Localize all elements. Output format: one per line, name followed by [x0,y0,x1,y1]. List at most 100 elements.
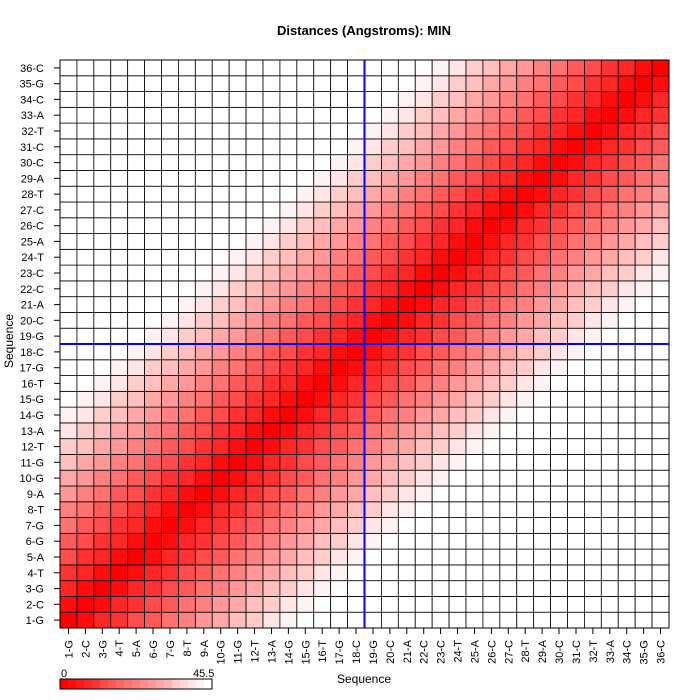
heatmap-cell [381,532,399,550]
heatmap-cell [584,517,602,534]
heatmap-cell [482,422,501,440]
heatmap-cell [245,248,264,266]
heatmap-cell [194,264,213,282]
heatmap-cell [431,138,450,156]
heatmap-cell [279,296,298,313]
heatmap-cell [651,422,670,440]
heatmap-cell [59,217,78,234]
heatmap-cell [381,469,399,487]
heatmap-cell [533,248,551,266]
heatmap-cell [465,91,484,108]
heatmap-cell [127,217,145,234]
heatmap-cell [651,359,670,376]
heatmap-cell [161,422,179,440]
heatmap-cell [211,185,230,203]
x-tick-label: 34-C [622,640,634,664]
heatmap-cell [194,564,213,582]
heatmap-cell [617,59,636,77]
heatmap-cell [347,106,365,124]
heatmap-cell [194,75,213,92]
heatmap-cell [110,564,129,582]
heatmap-cell [93,233,112,250]
y-tick-label: 2-C [26,599,44,611]
heatmap-cell [584,280,602,298]
heatmap-cell [431,517,450,534]
heatmap-cell [313,233,332,250]
heatmap-cell [144,469,162,487]
heatmap-cell [567,422,585,440]
heatmap-cell [59,580,78,597]
heatmap-cell [127,248,145,266]
heatmap-cell [330,327,348,345]
heatmap-cell [93,138,112,156]
heatmap-cell [194,390,213,408]
heatmap-cell [313,75,332,92]
heatmap-cell [465,201,484,219]
heatmap-cell [364,359,382,376]
heatmap-cell [194,296,213,313]
heatmap-cell [110,343,129,361]
heatmap-cell [76,75,95,92]
heatmap-cell [516,296,535,313]
heatmap-cell [364,343,382,361]
heatmap-cell [76,217,95,234]
heatmap-cell [533,122,551,140]
heatmap-cell [397,596,416,613]
heatmap-cell [347,438,365,455]
heatmap-cell [228,264,247,282]
heatmap-cell [110,248,129,266]
x-tick-label: 26-C [486,640,498,664]
heatmap-cell [482,217,501,234]
heatmap-cell [414,296,433,313]
heatmap-cell [211,375,230,392]
heatmap-cell [228,154,247,171]
heatmap-cell [634,596,653,613]
heatmap-cell [144,248,162,266]
colorbar-max-label: 45.5 [193,668,214,680]
y-tick-label: 30-C [20,158,44,170]
y-tick-label: 26-C [20,221,44,233]
heatmap-cell [617,375,636,392]
heatmap-cell [313,154,332,171]
heatmap-cell [211,548,230,566]
heatmap-cell [178,217,196,234]
heatmap-cell [194,327,213,345]
heatmap-cell [347,406,365,424]
heatmap-cell [313,438,332,455]
heatmap-cell [397,454,416,471]
heatmap-cell [364,138,382,156]
heatmap-cell [364,122,382,140]
heatmap-cell [397,406,416,424]
heatmap-cell [397,375,416,392]
heatmap-cell [584,106,602,124]
heatmap-cell [600,233,619,250]
heatmap-cell [634,154,653,171]
heatmap-cell [651,548,670,566]
heatmap-cell [634,517,653,534]
heatmap-cell [651,517,670,534]
heatmap-cell [567,296,585,313]
y-tick-label: 1-G [26,615,44,627]
x-tick-label: 30-C [554,640,566,664]
x-tick-labels: 1-G 2-C 3-G 4-T 5-A 6-G 7-G 8-T 9-A 10-G 11-G 12-T 1… [64,628,668,664]
heatmap-cell [178,438,196,455]
heatmap-cell [364,611,382,629]
y-tick-label: 32-T [21,126,44,138]
heatmap-cell [651,138,670,156]
x-tick-label: 2-C [80,640,92,658]
heatmap-cell [296,185,315,203]
heatmap-cell [245,390,264,408]
heatmap-cell [262,59,281,77]
heatmap-cell [499,122,518,140]
heatmap-cell [516,106,535,124]
heatmap-cell [465,532,484,550]
heatmap-cell [211,517,230,534]
heatmap-cell [211,327,230,345]
heatmap-cell [533,264,551,282]
heatmap-cell [516,233,535,250]
heatmap-cell [144,217,162,234]
heatmap-cell [279,154,298,171]
heatmap-cell [550,596,568,613]
heatmap-cell [194,170,213,187]
heatmap-cell [414,233,433,250]
